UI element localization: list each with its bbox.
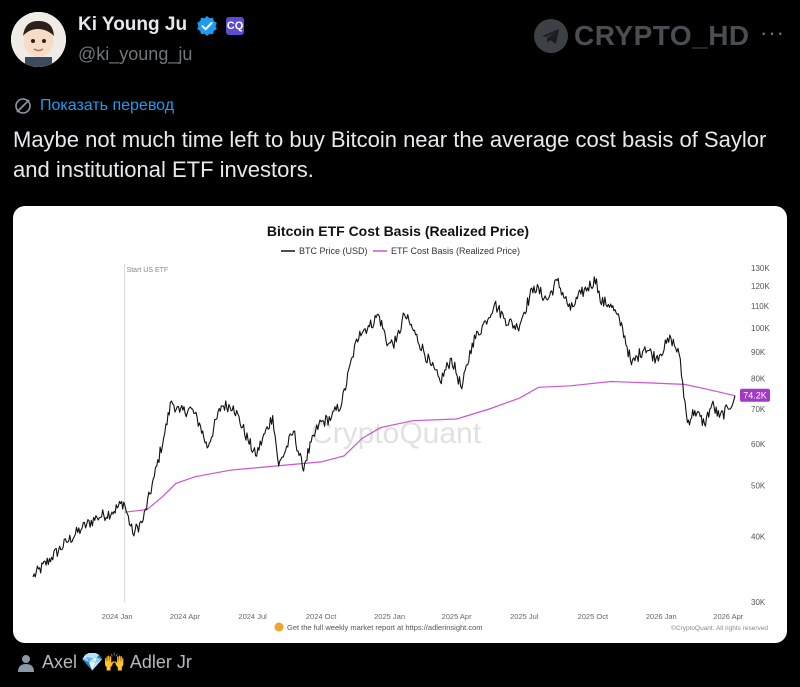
y-tick-label: 80K xyxy=(751,375,766,384)
chart-title: Bitcoin ETF Cost Basis (Realized Price) xyxy=(267,223,529,239)
liked-by-row[interactable]: Axel 💎🙌 Adler Jr xyxy=(16,652,196,673)
current-value-label: 74.2K xyxy=(743,391,767,401)
translate-icon xyxy=(15,98,31,114)
chart-svg: Bitcoin ETF Cost Basis (Realized Price) … xyxy=(32,223,770,632)
telegram-icon xyxy=(534,19,568,53)
x-tick-label: 2024 Jan xyxy=(102,612,133,621)
copyright-text: ©CryptoQuant. All rights reserved xyxy=(671,624,768,632)
btc-price-line xyxy=(32,276,736,578)
x-axis: 2024 Jan 2024 Apr 2024 Jul 2024 Oct 2025 Jan… xyxy=(102,612,744,621)
translate-label[interactable]: Показать перевод xyxy=(40,97,175,114)
legend-label-etf: ETF Cost Basis (Realized Price) xyxy=(391,246,520,256)
liked-by-emoji: 💎🙌 xyxy=(81,652,126,672)
x-tick-label: 2025 Jul xyxy=(510,612,539,621)
more-options-icon[interactable]: ··· xyxy=(760,20,785,45)
y-tick-label: 50K xyxy=(751,482,766,491)
liked-by-user-2[interactable]: Adler Jr xyxy=(129,652,192,672)
x-tick-label: 2024 Jul xyxy=(238,612,267,621)
liked-by-user-1[interactable]: Axel xyxy=(42,652,78,672)
x-tick-label: 2026 Jan xyxy=(646,612,677,621)
y-tick-label: 130K xyxy=(751,264,770,273)
tweet-text: Maybe not much time left to buy Bitcoin … xyxy=(13,127,767,182)
chart-legend: BTC Price (USD) ETF Cost Basis (Realized… xyxy=(281,246,520,256)
chart-image[interactable]: Bitcoin ETF Cost Basis (Realized Price) … xyxy=(13,206,787,643)
channel-watermark: CRYPTO_HD xyxy=(534,18,750,54)
legend-label-btc: BTC Price (USD) xyxy=(299,246,368,256)
current-value-badge: 74.2K xyxy=(740,388,770,402)
y-tick-label: 60K xyxy=(751,440,766,449)
y-tick-label: 90K xyxy=(751,348,766,357)
y-tick-label: 120K xyxy=(751,282,770,291)
x-tick-label: 2024 Apr xyxy=(170,612,201,621)
x-tick-label: 2025 Jan xyxy=(374,612,405,621)
x-tick-label: 2025 Apr xyxy=(442,612,473,621)
organization-badge-icon[interactable]: CQ xyxy=(226,17,244,35)
footer-emoji-icon xyxy=(274,622,284,632)
chart-footer: Get the full weekly market report at htt… xyxy=(274,622,768,632)
chart-watermark: CryptoQuant xyxy=(311,417,482,450)
etf-start-annotation: Start US ETF xyxy=(127,267,169,274)
y-tick-label: 110K xyxy=(751,302,770,311)
author-name[interactable]: Ki Young Ju xyxy=(78,14,188,35)
verified-badge-icon xyxy=(197,16,217,36)
person-icon xyxy=(18,654,34,672)
y-tick-label: 100K xyxy=(751,324,770,333)
avatar-illustration xyxy=(11,12,66,67)
x-tick-label: 2026 Apr xyxy=(713,612,744,621)
x-tick-label: 2024 Oct xyxy=(306,612,337,621)
y-tick-label: 30K xyxy=(751,598,766,607)
watermark-text: CRYPTO_HD xyxy=(574,20,750,51)
footer-text: Get the full weekly market report at htt… xyxy=(287,623,483,632)
etf-cost-basis-line xyxy=(124,380,736,513)
x-tick-label: 2025 Oct xyxy=(578,612,609,621)
y-tick-label: 70K xyxy=(751,405,766,414)
author-avatar[interactable] xyxy=(11,12,66,67)
author-handle[interactable]: @ki_young_ju xyxy=(78,44,193,64)
y-axis: 130K 120K 110K 100K 90K 80K 70K 60K 50K 40K 30K xyxy=(751,264,770,607)
y-tick-label: 40K xyxy=(751,532,766,541)
translate-link[interactable]: Показать перевод xyxy=(14,97,174,115)
